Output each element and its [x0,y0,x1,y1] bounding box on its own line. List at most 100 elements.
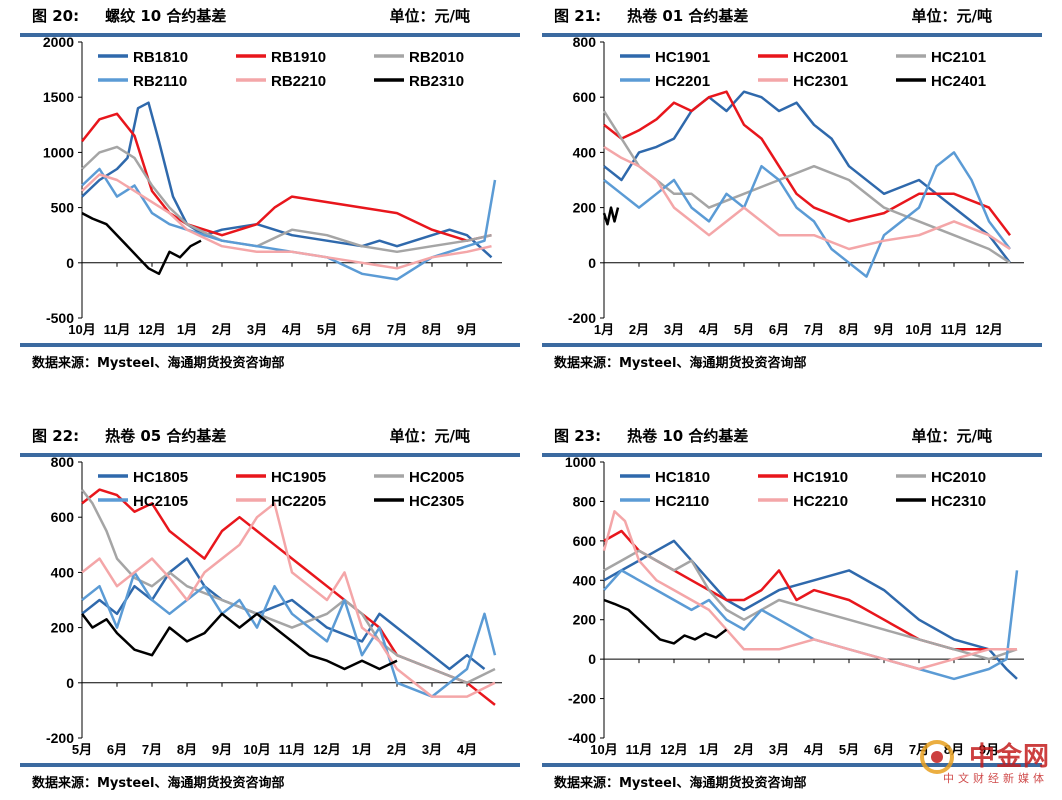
bottom-rule [20,763,520,767]
x-tick-label: 3月 [247,322,267,337]
unit-label: 单位：元/吨 [911,427,992,445]
legend-label: HC1905 [271,469,326,486]
y-tick-label: 800 [51,454,75,470]
x-tick-label: 11月 [626,742,653,757]
x-tick-label: 12月 [975,322,1002,337]
x-tick-label: 8月 [177,742,197,757]
series-line-HC2210 [602,510,1017,671]
y-tick-label: 0 [66,255,74,271]
series-line-HC2205 [81,502,496,698]
source-note: 数据来源：Mysteel、海通期货投资咨询部 [554,776,807,791]
legend-label: HC2205 [271,493,326,510]
y-tick-label: 1500 [43,89,74,105]
panel-title: 图 21: 热卷 01 合约基差 [554,7,749,25]
series-line-RB1910 [81,112,492,242]
x-tick-label: 2月 [387,742,407,757]
legend-label: HC2210 [793,493,848,510]
x-tick-label: 11月 [279,742,306,757]
legend-label: HC1810 [655,469,710,486]
bottom-rule [20,343,520,347]
x-tick-label: 1月 [699,742,719,757]
x-tick-label: 10月 [68,322,95,337]
x-tick-label: 6月 [769,322,789,337]
series-line-HC2401 [602,206,620,226]
legend-label: HC1805 [133,469,188,486]
y-tick-label: 1000 [565,454,596,470]
x-tick-label: 2月 [212,322,232,337]
series-line-HC2201 [603,151,1011,278]
y-tick-label: 400 [573,572,597,588]
unit-label: 单位：元/吨 [389,427,470,445]
x-tick-label: 5月 [72,742,92,757]
x-tick-label: 1月 [352,742,372,757]
unit-label: 单位：元/吨 [389,7,470,25]
y-tick-label: 200 [51,620,75,636]
source-note: 数据来源：Mysteel、海通期货投资咨询部 [32,776,285,791]
x-tick-label: 9月 [212,742,232,757]
series-line-RB2210 [81,173,492,270]
legend-label: HC2301 [793,73,848,90]
y-tick-label: 200 [573,200,597,216]
legend-label: HC2005 [409,469,464,486]
x-tick-label: 9月 [979,742,999,757]
x-tick-label: 10月 [243,742,270,757]
chart-panel-hc05: 图 22: 热卷 05 合约基差 单位：元/吨 -200 0 200 400 600 800… [20,420,520,800]
chart-panel-hc10: 图 23: 热卷 10 合约基差 单位：元/吨 -400 -200 0 200 400 60… [542,420,1042,800]
legend-label: HC2310 [931,493,986,510]
y-tick-label: 800 [573,493,597,509]
x-tick-label: 5月 [317,322,337,337]
x-tick-label: 4月 [804,742,824,757]
top-rule [542,453,1042,457]
x-tick-label: 5月 [734,322,754,337]
x-tick-label: 3月 [422,742,442,757]
x-tick-label: 12月 [660,742,687,757]
series-line-HC2010 [603,549,1018,661]
series-line-RB2110 [81,167,497,281]
x-tick-label: 11月 [104,322,131,337]
y-tick-label: 600 [51,509,75,525]
line-chart: -200 0 200 400 600 800 1月 2月 3月 4月 5月 6月 7月 8月 9月 10月 11… [568,34,1024,337]
top-rule [542,33,1042,37]
legend-label: HC2001 [793,49,848,66]
x-tick-label: 8月 [839,322,859,337]
legend-label: RB2010 [409,49,464,66]
line-chart: -500 0 500 1000 1500 2000 10月 11月 12月 1月 2月 3月 4月 5月 6… [43,34,502,337]
y-tick-label: 1000 [43,144,74,160]
x-tick-label: 5月 [839,742,859,757]
y-tick-label: 0 [588,255,596,271]
x-tick-label: 12月 [138,322,165,337]
y-tick-label: 600 [573,533,597,549]
y-tick-label: -200 [568,691,596,707]
logo-icon [920,740,954,774]
line-chart: -400 -200 0 200 400 600 800 1000 10月 11月 12月 1月 2月 3月… [565,454,1024,757]
series-line-HC2305 [81,612,398,671]
panel-title: 图 22: 热卷 05 合约基差 [32,427,227,445]
x-tick-label: 12月 [313,742,340,757]
y-tick-label: -500 [46,310,74,326]
legend-label: HC2305 [409,493,464,510]
x-tick-label: 2月 [629,322,649,337]
top-rule [20,453,520,457]
top-rule [20,33,520,37]
x-tick-label: 10月 [905,322,932,337]
legend-label: RB2210 [271,73,326,90]
x-tick-label: 11月 [941,322,968,337]
series-line-HC2105 [81,571,497,698]
y-tick-label: 500 [51,200,75,216]
series-line-HC2301 [603,145,1011,251]
legend-label: RB2110 [133,73,187,90]
y-tick-label: 400 [573,144,597,160]
series-line-HC2110 [603,569,1019,681]
y-tick-label: -200 [46,730,74,746]
x-tick-label: 7月 [142,742,162,757]
watermark: 中金网 中文财经新媒体 [880,734,1050,785]
bottom-rule [542,763,1042,767]
legend-label: HC2401 [931,73,986,90]
legend-label: HC2105 [133,493,188,510]
y-tick-label: 2000 [43,34,74,50]
x-tick-label: 4月 [699,322,719,337]
panel-title: 图 20: 螺纹 10 合约基差 [32,7,227,25]
y-tick-label: -400 [568,730,596,746]
chart-panel-hc01: 图 21: 热卷 01 合约基差 单位：元/吨 -200 0 200 400 600 800… [542,0,1042,380]
x-tick-label: 1月 [594,322,614,337]
